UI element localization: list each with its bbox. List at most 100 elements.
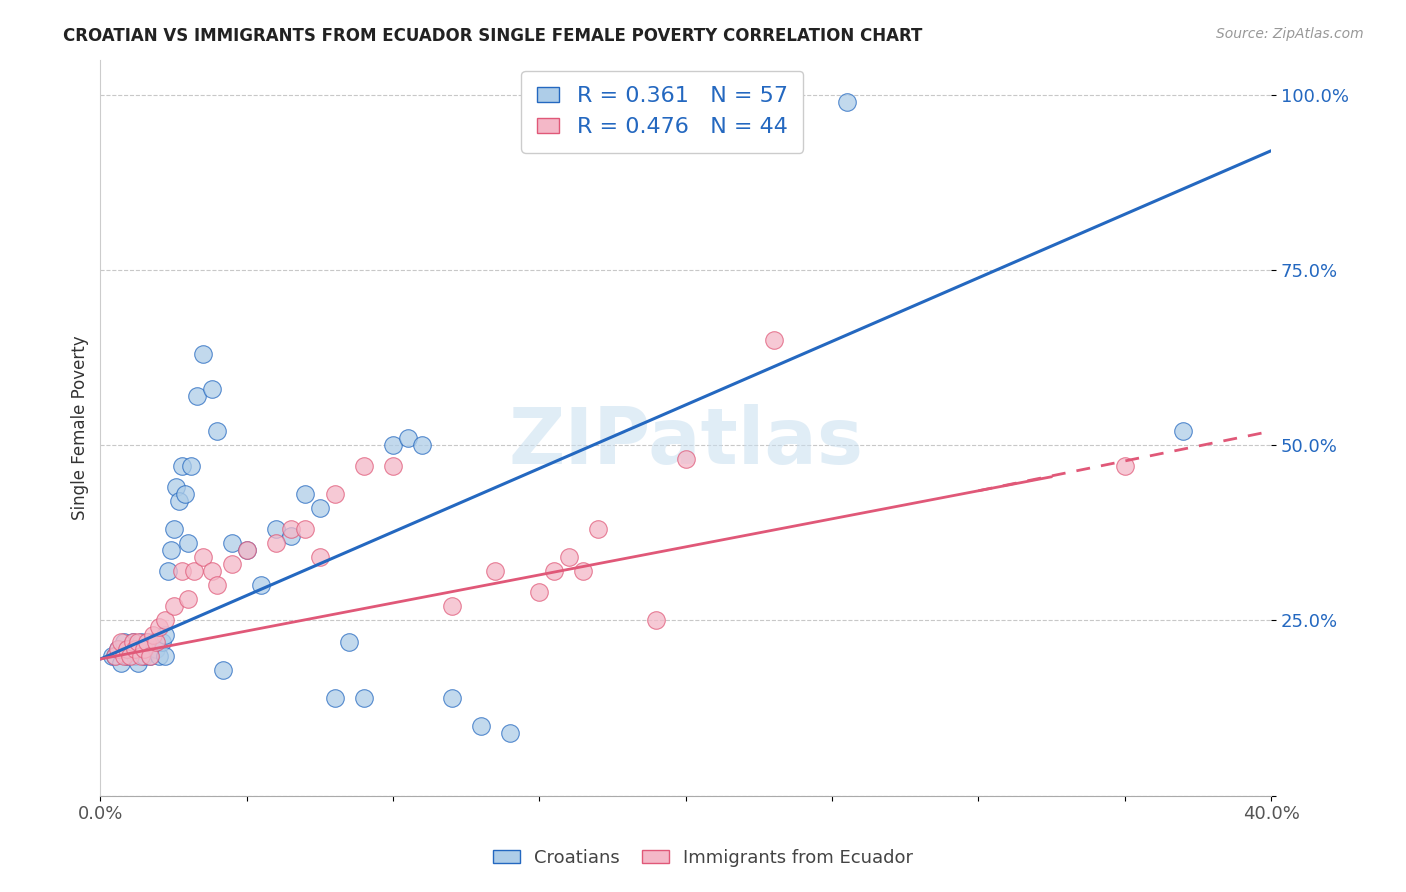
Point xyxy=(142,634,165,648)
Point xyxy=(172,459,194,474)
Point xyxy=(118,648,141,663)
Point xyxy=(616,95,638,109)
Point xyxy=(235,543,257,558)
Point xyxy=(124,641,146,656)
Point xyxy=(572,565,595,579)
Point xyxy=(136,634,159,648)
Point xyxy=(499,725,522,739)
Point xyxy=(470,719,492,733)
Point xyxy=(645,614,668,628)
Point xyxy=(264,536,287,550)
Point xyxy=(762,333,785,347)
Point xyxy=(207,424,229,438)
Point xyxy=(440,599,463,614)
Point xyxy=(121,634,143,648)
Point xyxy=(148,620,170,634)
Point xyxy=(396,431,419,445)
Point xyxy=(235,543,257,558)
Point xyxy=(484,565,506,579)
Point xyxy=(207,578,229,592)
Point xyxy=(191,550,214,565)
Point xyxy=(148,648,170,663)
Point xyxy=(112,648,135,663)
Point xyxy=(139,648,162,663)
Point xyxy=(183,565,205,579)
Point xyxy=(115,641,138,656)
Point xyxy=(675,452,697,467)
Point xyxy=(124,648,146,663)
Point xyxy=(172,565,194,579)
Point xyxy=(353,459,375,474)
Point xyxy=(153,627,176,641)
Point xyxy=(127,641,149,656)
Point xyxy=(1173,424,1195,438)
Legend: R = 0.361   N = 57, R = 0.476   N = 44: R = 0.361 N = 57, R = 0.476 N = 44 xyxy=(522,70,803,153)
Text: ZIPatlas: ZIPatlas xyxy=(508,404,863,481)
Point xyxy=(586,522,609,536)
Point xyxy=(309,550,332,565)
Point xyxy=(323,690,346,705)
Point xyxy=(212,663,235,677)
Point xyxy=(543,565,565,579)
Point xyxy=(177,536,200,550)
Point xyxy=(186,389,208,403)
Point xyxy=(835,95,858,109)
Point xyxy=(110,656,132,670)
Point xyxy=(557,550,579,565)
Point xyxy=(1114,459,1136,474)
Point xyxy=(159,543,181,558)
Point xyxy=(156,565,179,579)
Point xyxy=(294,522,316,536)
Point xyxy=(142,627,165,641)
Point xyxy=(294,487,316,501)
Legend: Croatians, Immigrants from Ecuador: Croatians, Immigrants from Ecuador xyxy=(485,842,921,874)
Point xyxy=(191,347,214,361)
Text: Source: ZipAtlas.com: Source: ZipAtlas.com xyxy=(1216,27,1364,41)
Point xyxy=(165,480,187,494)
Point xyxy=(131,634,153,648)
Point xyxy=(309,501,332,516)
Point xyxy=(139,648,162,663)
Point xyxy=(110,634,132,648)
Point xyxy=(675,87,697,102)
Point xyxy=(136,634,159,648)
Y-axis label: Single Female Poverty: Single Female Poverty xyxy=(72,335,89,520)
Point xyxy=(134,648,156,663)
Point xyxy=(153,614,176,628)
Point xyxy=(221,558,243,572)
Point xyxy=(382,438,405,452)
Point xyxy=(153,648,176,663)
Point xyxy=(529,585,551,599)
Point xyxy=(529,116,551,130)
Point xyxy=(180,459,202,474)
Point xyxy=(382,459,405,474)
Point xyxy=(280,529,302,543)
Point xyxy=(134,641,156,656)
Point xyxy=(145,641,167,656)
Point xyxy=(169,494,191,508)
Point xyxy=(323,487,346,501)
Point xyxy=(200,565,222,579)
Point xyxy=(557,116,579,130)
Point xyxy=(337,634,360,648)
Point xyxy=(174,487,197,501)
Point xyxy=(162,522,184,536)
Point xyxy=(280,522,302,536)
Point xyxy=(221,536,243,550)
Point xyxy=(250,578,273,592)
Point xyxy=(115,648,138,663)
Point xyxy=(118,641,141,656)
Point xyxy=(131,648,153,663)
Point xyxy=(145,634,167,648)
Point xyxy=(127,656,149,670)
Point xyxy=(353,690,375,705)
Point xyxy=(112,634,135,648)
Point xyxy=(162,599,184,614)
Text: CROATIAN VS IMMIGRANTS FROM ECUADOR SINGLE FEMALE POVERTY CORRELATION CHART: CROATIAN VS IMMIGRANTS FROM ECUADOR SING… xyxy=(63,27,922,45)
Point xyxy=(440,690,463,705)
Point xyxy=(264,522,287,536)
Point xyxy=(150,634,173,648)
Point xyxy=(104,648,127,663)
Point xyxy=(127,634,149,648)
Point xyxy=(104,648,127,663)
